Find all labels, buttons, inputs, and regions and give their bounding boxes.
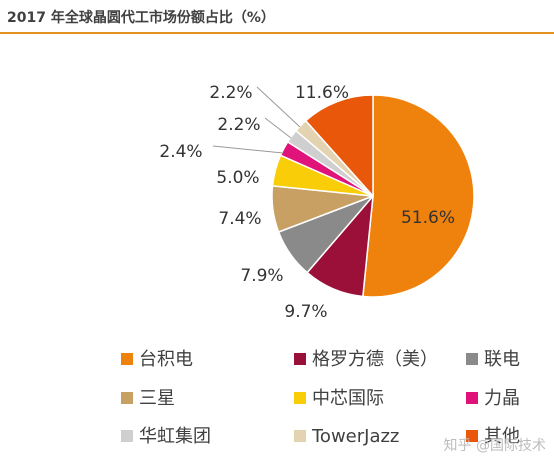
chart-title: 2017 年全球晶圆代工市场份额占比（%）: [7, 10, 275, 26]
legend-swatch-5: [294, 392, 306, 404]
leader-line-8: [256, 86, 301, 128]
data-label-7: 2.2%: [217, 115, 260, 135]
legend-label-7: 华虹集团: [139, 426, 211, 447]
pie-slice-1: [362, 94, 475, 298]
legend-swatch-7: [121, 430, 133, 442]
legend-swatch-3: [466, 353, 478, 365]
title-divider: [0, 32, 554, 34]
legend-label-2: 格罗方德（美）: [312, 349, 438, 370]
legend-swatch-9: [466, 430, 478, 442]
data-label-5: 5.0%: [216, 168, 259, 188]
legend-label-1: 台积电: [139, 349, 193, 370]
watermark: 知乎 @国际技术: [443, 438, 546, 454]
leader-line-7: [264, 117, 292, 139]
legend-label-3: 联电: [484, 349, 520, 370]
data-label-3: 7.9%: [240, 266, 283, 286]
data-label-9: 11.6%: [295, 83, 349, 103]
leader-line-6: [212, 145, 284, 154]
data-label-1: 51.6%: [401, 208, 455, 228]
data-label-6: 2.4%: [159, 142, 202, 162]
pie-slice-9: [304, 94, 374, 198]
legend-swatch-8: [294, 430, 306, 442]
legend-swatch-4: [121, 392, 133, 404]
legend-swatch-1: [121, 353, 133, 365]
legend-label-5: 中芯国际: [312, 388, 384, 409]
pie-slices: [271, 94, 475, 298]
legend-swatch-6: [466, 392, 478, 404]
data-label-8: 2.2%: [209, 83, 252, 103]
legend-label-8: TowerJazz: [311, 426, 399, 447]
data-label-4: 7.4%: [218, 209, 261, 229]
legend-swatch-2: [294, 353, 306, 365]
legend-label-9: 其他: [484, 426, 520, 447]
data-labels: 51.6% 9.7%7.9% 7.4% 5.0% 2.4% 2.2% 2.2% 11.6%: [159, 83, 455, 322]
leader-lines: [212, 86, 301, 154]
legend-label-6: 力晶: [484, 388, 520, 409]
legend-label-4: 三星: [139, 388, 175, 409]
data-label-2: 9.7%: [284, 302, 327, 322]
